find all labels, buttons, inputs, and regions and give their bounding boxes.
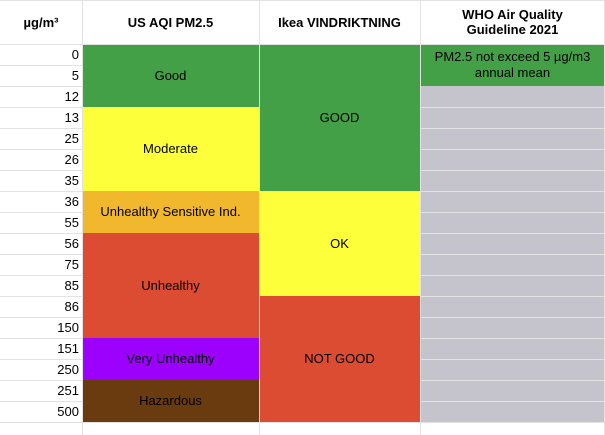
row-value-label[interactable]: 13 [64, 110, 79, 125]
row-value-label[interactable]: 86 [64, 299, 79, 314]
us-aqi-unhealthy-sensitive-band[interactable]: Unhealthy Sensitive Ind. [82, 191, 259, 233]
row-value-label[interactable]: 0 [71, 47, 79, 62]
row-value-label[interactable]: 150 [57, 320, 79, 335]
header-who[interactable]: WHO Air Quality Guideline 2021 [462, 7, 563, 37]
row-value-label[interactable]: 500 [57, 404, 79, 419]
us-aqi-unhealthy-band[interactable]: Unhealthy [82, 233, 259, 338]
row-value-label[interactable]: 36 [64, 194, 79, 209]
ikea-not-good-band[interactable]: NOT GOOD [259, 296, 420, 422]
row-value-label[interactable]: 251 [57, 383, 79, 398]
header-units[interactable]: µg/m³ [23, 14, 59, 30]
us-aqi-hazardous-band[interactable]: Hazardous [82, 380, 259, 422]
ikea-good-band[interactable]: GOOD [259, 44, 420, 191]
header-ikea[interactable]: Ikea VINDRIKTNING [278, 14, 401, 30]
us-aqi-very-unhealthy-band[interactable]: Very Unhealthy [82, 338, 259, 380]
header-us-aqi[interactable]: US AQI PM2.5 [127, 14, 214, 30]
who-guideline-band[interactable]: PM2.5 not exceed 5 µg/m3 annual mean [420, 44, 605, 86]
row-value-label[interactable]: 151 [57, 341, 79, 356]
row-value-label[interactable]: 250 [57, 362, 79, 377]
row-value-label[interactable]: 35 [64, 173, 79, 188]
row-value-label[interactable]: 12 [64, 89, 79, 104]
row-value-label[interactable]: 85 [64, 278, 79, 293]
row-value-label[interactable]: 26 [64, 152, 79, 167]
row-value-label[interactable]: 75 [64, 257, 79, 272]
row-value-label[interactable]: 56 [64, 236, 79, 251]
us-aqi-good-band[interactable]: Good [82, 44, 259, 107]
row-value-label[interactable]: 55 [64, 215, 79, 230]
us-aqi-moderate-band[interactable]: Moderate [82, 107, 259, 191]
ikea-ok-band[interactable]: OK [259, 191, 420, 296]
row-value-label[interactable]: 5 [71, 68, 79, 83]
row-value-label[interactable]: 25 [64, 131, 79, 146]
